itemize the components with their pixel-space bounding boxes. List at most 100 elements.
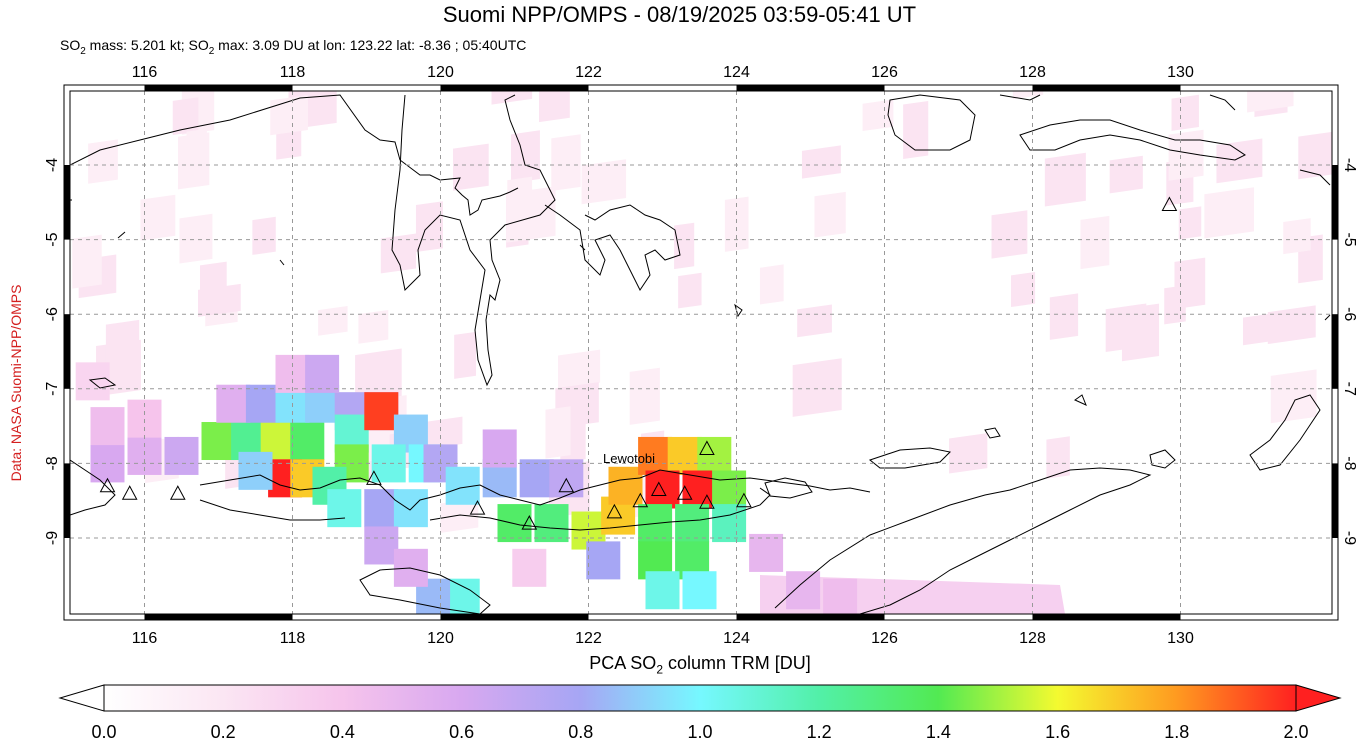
so2-cell bbox=[512, 548, 547, 587]
background-cell bbox=[903, 100, 929, 160]
lon-tick-label-top: 130 bbox=[1167, 64, 1194, 81]
colorbar-tick-label: 1.8 bbox=[1164, 722, 1189, 742]
axis-tick-labels: 116 116 118 118 120 120 122 122 124 124 126 126 128 1… bbox=[44, 64, 1358, 647]
so2-cell bbox=[697, 436, 732, 475]
background-cell bbox=[724, 196, 749, 252]
colorbar-tick-label: 0.0 bbox=[91, 722, 116, 742]
background-cell bbox=[828, 30, 856, 73]
background-cell bbox=[1044, 152, 1086, 207]
background-cell bbox=[991, 14, 1019, 66]
background-cell bbox=[358, 309, 389, 344]
frame-bar-segment bbox=[1332, 314, 1338, 389]
so2-cell bbox=[823, 578, 858, 614]
frame-bar-segment bbox=[64, 165, 70, 240]
so2-cell bbox=[645, 571, 680, 610]
background-cell bbox=[1247, 91, 1294, 113]
background-cell bbox=[678, 272, 702, 309]
volcano-triangle-icon bbox=[169, 485, 186, 500]
so2-cell bbox=[667, 436, 702, 475]
colorbar-tick-label: 0.6 bbox=[449, 722, 474, 742]
so2-cell bbox=[712, 504, 747, 543]
background-cell bbox=[551, 134, 581, 192]
so2-cell bbox=[75, 362, 110, 401]
map-gridlines bbox=[70, 91, 1332, 614]
lat-tick-label-left: -5 bbox=[44, 232, 61, 246]
background-cell bbox=[172, 97, 199, 136]
colorbar-high-arrow bbox=[1295, 684, 1342, 712]
lon-tick-label-bottom: 118 bbox=[280, 630, 306, 647]
colorbar-tick-label: 1.4 bbox=[926, 722, 951, 742]
so2-cell bbox=[786, 571, 821, 610]
so2-cell bbox=[482, 429, 517, 468]
lon-tick-label-top: 116 bbox=[132, 64, 158, 81]
background-cell bbox=[422, 416, 463, 450]
frame-bar-segment bbox=[144, 85, 293, 91]
lon-tick-label-bottom: 126 bbox=[871, 630, 898, 647]
lon-tick-label-top: 126 bbox=[871, 64, 898, 81]
lat-tick-label-right: -8 bbox=[1341, 456, 1358, 470]
volcano-markers bbox=[99, 196, 1178, 530]
background-cell bbox=[758, 0, 788, 32]
lon-tick-label-top: 124 bbox=[723, 64, 750, 81]
background-cell bbox=[1270, 369, 1317, 424]
frame-bar-segment bbox=[1332, 165, 1338, 240]
volcano-triangle-icon bbox=[606, 503, 623, 519]
background-cell bbox=[1174, 257, 1206, 310]
frame-bar-segment bbox=[736, 85, 885, 91]
volcano-triangle-icon bbox=[521, 515, 538, 530]
background-cell bbox=[759, 264, 784, 305]
frame-bar-segment bbox=[736, 614, 885, 620]
so2-cell bbox=[164, 436, 199, 475]
frame-bar-segment bbox=[1032, 85, 1181, 91]
colorbar-tick-label: 0.8 bbox=[568, 722, 593, 742]
background-cell bbox=[270, 95, 308, 136]
background-cell bbox=[511, 130, 540, 184]
background-cell bbox=[179, 213, 213, 264]
background-cell bbox=[252, 216, 276, 255]
frame-bar-segment bbox=[440, 85, 589, 91]
colorbar-tick-label: 1.2 bbox=[807, 722, 832, 742]
background-cell bbox=[1080, 215, 1110, 270]
colorbar-tick-label: 0.4 bbox=[330, 722, 355, 742]
background-cell bbox=[1046, 436, 1070, 479]
frame-bar-segment bbox=[144, 614, 293, 620]
lon-tick-label-top: 120 bbox=[427, 64, 454, 81]
so2-cell bbox=[534, 504, 569, 543]
background-cell bbox=[1267, 305, 1316, 345]
so2-cell bbox=[586, 541, 621, 580]
background-cell bbox=[1204, 187, 1255, 239]
so2-cell bbox=[393, 489, 428, 528]
lat-tick-label-right: -7 bbox=[1341, 382, 1358, 396]
lat-tick-label-left: -7 bbox=[44, 382, 61, 396]
background-cell bbox=[454, 331, 477, 379]
background-cell bbox=[1171, 94, 1199, 131]
background-cell bbox=[491, 91, 533, 105]
lon-tick-label-bottom: 130 bbox=[1167, 630, 1194, 647]
chart-title: Suomi NPP/OMPS - 08/19/2025 03:59-05:41 … bbox=[442, 2, 917, 27]
colorbar-gradient bbox=[103, 684, 1297, 712]
so2-cell bbox=[445, 578, 480, 614]
lon-tick-label-top: 118 bbox=[280, 64, 306, 81]
background-cell bbox=[814, 191, 846, 238]
lat-tick-label-left: -6 bbox=[44, 307, 61, 321]
so2-cell bbox=[364, 392, 399, 431]
colorbar-tick-label: 1.6 bbox=[1045, 722, 1070, 742]
so2-cell bbox=[638, 436, 673, 475]
volcano-label-lewotobi: Lewotobi bbox=[603, 451, 655, 466]
background-cell bbox=[88, 139, 118, 184]
colorbar-tick-label: 1.0 bbox=[687, 722, 712, 742]
background-cell bbox=[581, 159, 627, 205]
background-cell bbox=[545, 406, 571, 459]
colorbar-tick-label: 0.2 bbox=[211, 722, 236, 742]
lat-tick-label-right: -6 bbox=[1341, 307, 1358, 321]
colorbar: 0.0 0.2 0.4 0.6 0.8 1.0 1.2 1.4 1.6 1.8 2.0 bbox=[58, 684, 1342, 742]
lat-tick-label-right: -9 bbox=[1341, 531, 1358, 545]
frame-bar-segment bbox=[64, 463, 70, 538]
background-cell bbox=[1216, 138, 1263, 184]
background-cell bbox=[801, 145, 841, 179]
frame-bar-segment bbox=[1032, 614, 1181, 620]
so2-cell bbox=[216, 384, 251, 423]
background-cell bbox=[708, 5, 740, 40]
so2-cell bbox=[519, 459, 554, 498]
